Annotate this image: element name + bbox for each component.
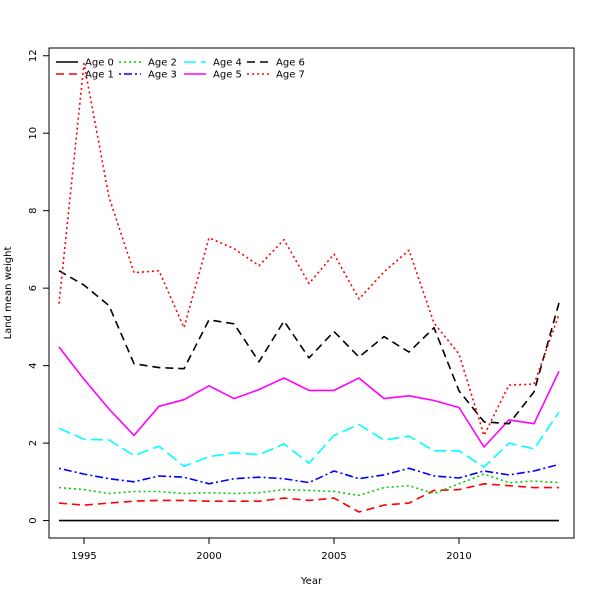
legend-label: Age 1 [85,70,114,81]
y-tick-label: 4 [28,362,39,368]
y-tick-label: 12 [28,49,39,62]
series-line-age-2 [58,473,560,497]
x-tick-label: 2010 [446,551,471,562]
legend-label: Age 0 [85,58,114,69]
plot-frame [48,47,575,539]
series-line-age-4 [58,411,560,468]
y-tick-label: 0 [28,517,39,523]
y-tick-label: 10 [28,127,39,140]
x-axis-title: Year [300,576,323,587]
legend-label: Age 6 [276,58,305,69]
y-axis-title: Land mean weight [3,247,14,340]
y-axis: 0 2 4 6 8 10 12 [28,49,49,524]
legend-label: Age 7 [276,70,305,81]
series-layer [58,62,560,522]
series-line-age-7 [58,62,560,437]
series-line-age-1 [58,482,559,513]
legend-label: Age 5 [213,70,242,81]
legend-label: Age 2 [148,58,177,69]
legend-label: Age 3 [148,70,177,81]
y-tick-label: 6 [28,285,39,291]
x-tick-label: 2000 [196,551,221,562]
series-line-age-6 [58,270,560,425]
y-tick-label: 8 [28,208,39,214]
x-axis: 1995 2000 2005 2010 [71,538,472,562]
x-tick-label: 1995 [71,551,96,562]
y-tick-label: 2 [28,440,39,446]
series-line-age-5 [58,346,560,448]
series-line-age-3 [58,463,560,485]
x-tick-label: 2005 [321,551,346,562]
legend-label: Age 4 [213,58,242,69]
